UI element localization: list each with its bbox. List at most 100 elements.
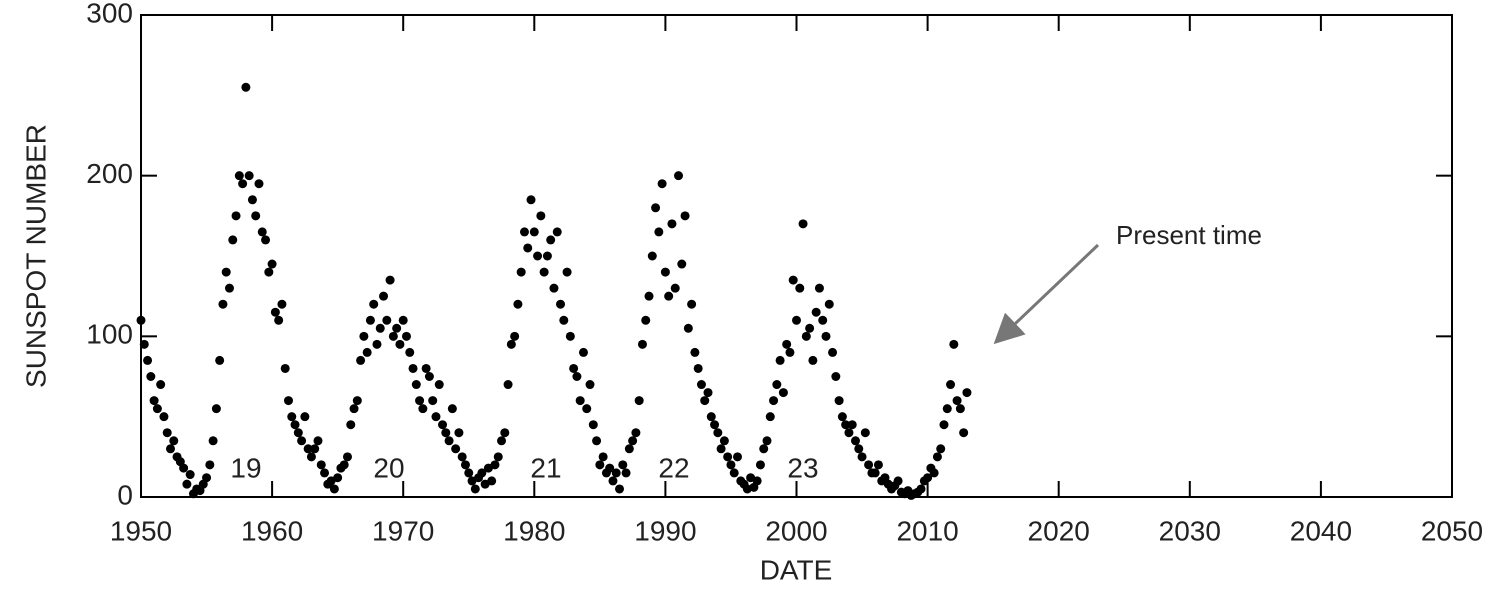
data-point: [615, 484, 625, 494]
data-point: [411, 380, 421, 390]
annotation: 19: [230, 452, 261, 483]
data-point: [431, 412, 441, 422]
data-point: [162, 428, 172, 438]
data-point: [729, 468, 739, 478]
data-point: [782, 339, 792, 349]
data-point: [569, 363, 579, 373]
data-point: [208, 436, 218, 446]
data-point: [680, 211, 690, 221]
data-point: [772, 380, 782, 390]
data-point: [873, 460, 883, 470]
data-point: [234, 171, 244, 181]
data-point: [454, 428, 464, 438]
data-point: [588, 420, 598, 430]
data-point: [401, 331, 411, 341]
data-point: [542, 251, 552, 261]
data-point: [801, 331, 811, 341]
data-point: [893, 476, 903, 486]
data-point: [834, 396, 844, 406]
data-point: [257, 227, 267, 237]
annotation: 21: [530, 452, 561, 483]
y-tick-label: 100: [86, 319, 133, 350]
data-point: [818, 315, 828, 325]
data-point: [759, 444, 769, 454]
data-point: [182, 479, 192, 489]
data-point: [356, 355, 366, 365]
annotation: 22: [658, 452, 689, 483]
data-point: [421, 363, 431, 373]
data-point: [831, 372, 841, 381]
data-point: [952, 396, 962, 406]
data-point: [634, 396, 644, 406]
data-point: [556, 299, 566, 309]
data-point: [939, 420, 949, 430]
x-tick-label: 1950: [110, 515, 172, 546]
data-point: [221, 267, 231, 277]
data-point: [415, 396, 425, 406]
x-tick-label: 1990: [634, 515, 696, 546]
data-point: [477, 468, 487, 478]
data-point: [592, 436, 602, 446]
data-point: [382, 315, 392, 325]
x-tick-label: 2050: [1421, 515, 1483, 546]
data-point: [375, 323, 385, 333]
data-point: [424, 372, 434, 381]
data-point: [585, 380, 595, 390]
data-point: [710, 420, 720, 430]
data-point: [202, 473, 212, 483]
data-point: [959, 428, 969, 438]
data-point: [339, 460, 349, 470]
data-point: [860, 428, 870, 438]
data-point: [519, 227, 529, 237]
data-point: [510, 331, 520, 341]
data-point: [365, 315, 375, 325]
data-point: [631, 428, 641, 438]
data-point: [565, 331, 575, 341]
data-point: [539, 267, 549, 277]
data-point: [864, 460, 874, 470]
x-tick-label: 1960: [241, 515, 303, 546]
data-point: [506, 339, 516, 349]
data-point: [857, 452, 867, 462]
data-point: [641, 315, 651, 325]
data-point: [677, 259, 687, 269]
data-point: [513, 299, 523, 309]
data-point: [280, 363, 290, 373]
data-point: [949, 339, 959, 349]
data-point: [487, 476, 497, 486]
data-point: [261, 235, 271, 245]
data-point: [808, 355, 818, 365]
data-point: [470, 484, 480, 494]
data-point: [297, 436, 307, 446]
data-point: [703, 388, 713, 398]
data-point: [238, 179, 248, 189]
data-point: [713, 428, 723, 438]
data-point: [637, 339, 647, 349]
data-point: [264, 267, 274, 277]
data-point: [788, 275, 798, 285]
data-point: [769, 396, 779, 406]
data-point: [277, 299, 287, 309]
data-point: [149, 396, 159, 406]
data-point: [388, 331, 398, 341]
data-point: [500, 428, 510, 438]
data-point: [549, 283, 559, 293]
data-point: [651, 203, 661, 213]
x-tick-label: 2010: [896, 515, 958, 546]
data-point: [700, 396, 710, 406]
data-point: [428, 396, 438, 406]
data-point: [552, 227, 562, 237]
x-tick-label: 2000: [765, 515, 827, 546]
data-point: [562, 267, 572, 277]
data-point: [674, 171, 684, 181]
data-point: [605, 463, 615, 473]
data-point: [516, 267, 526, 277]
data-point: [578, 347, 588, 357]
data-point: [670, 283, 680, 293]
data-point: [349, 404, 359, 414]
data-point: [536, 211, 546, 221]
y-tick-label: 300: [86, 0, 133, 28]
data-point: [946, 380, 956, 390]
data-point: [418, 404, 428, 414]
data-point: [575, 396, 585, 406]
